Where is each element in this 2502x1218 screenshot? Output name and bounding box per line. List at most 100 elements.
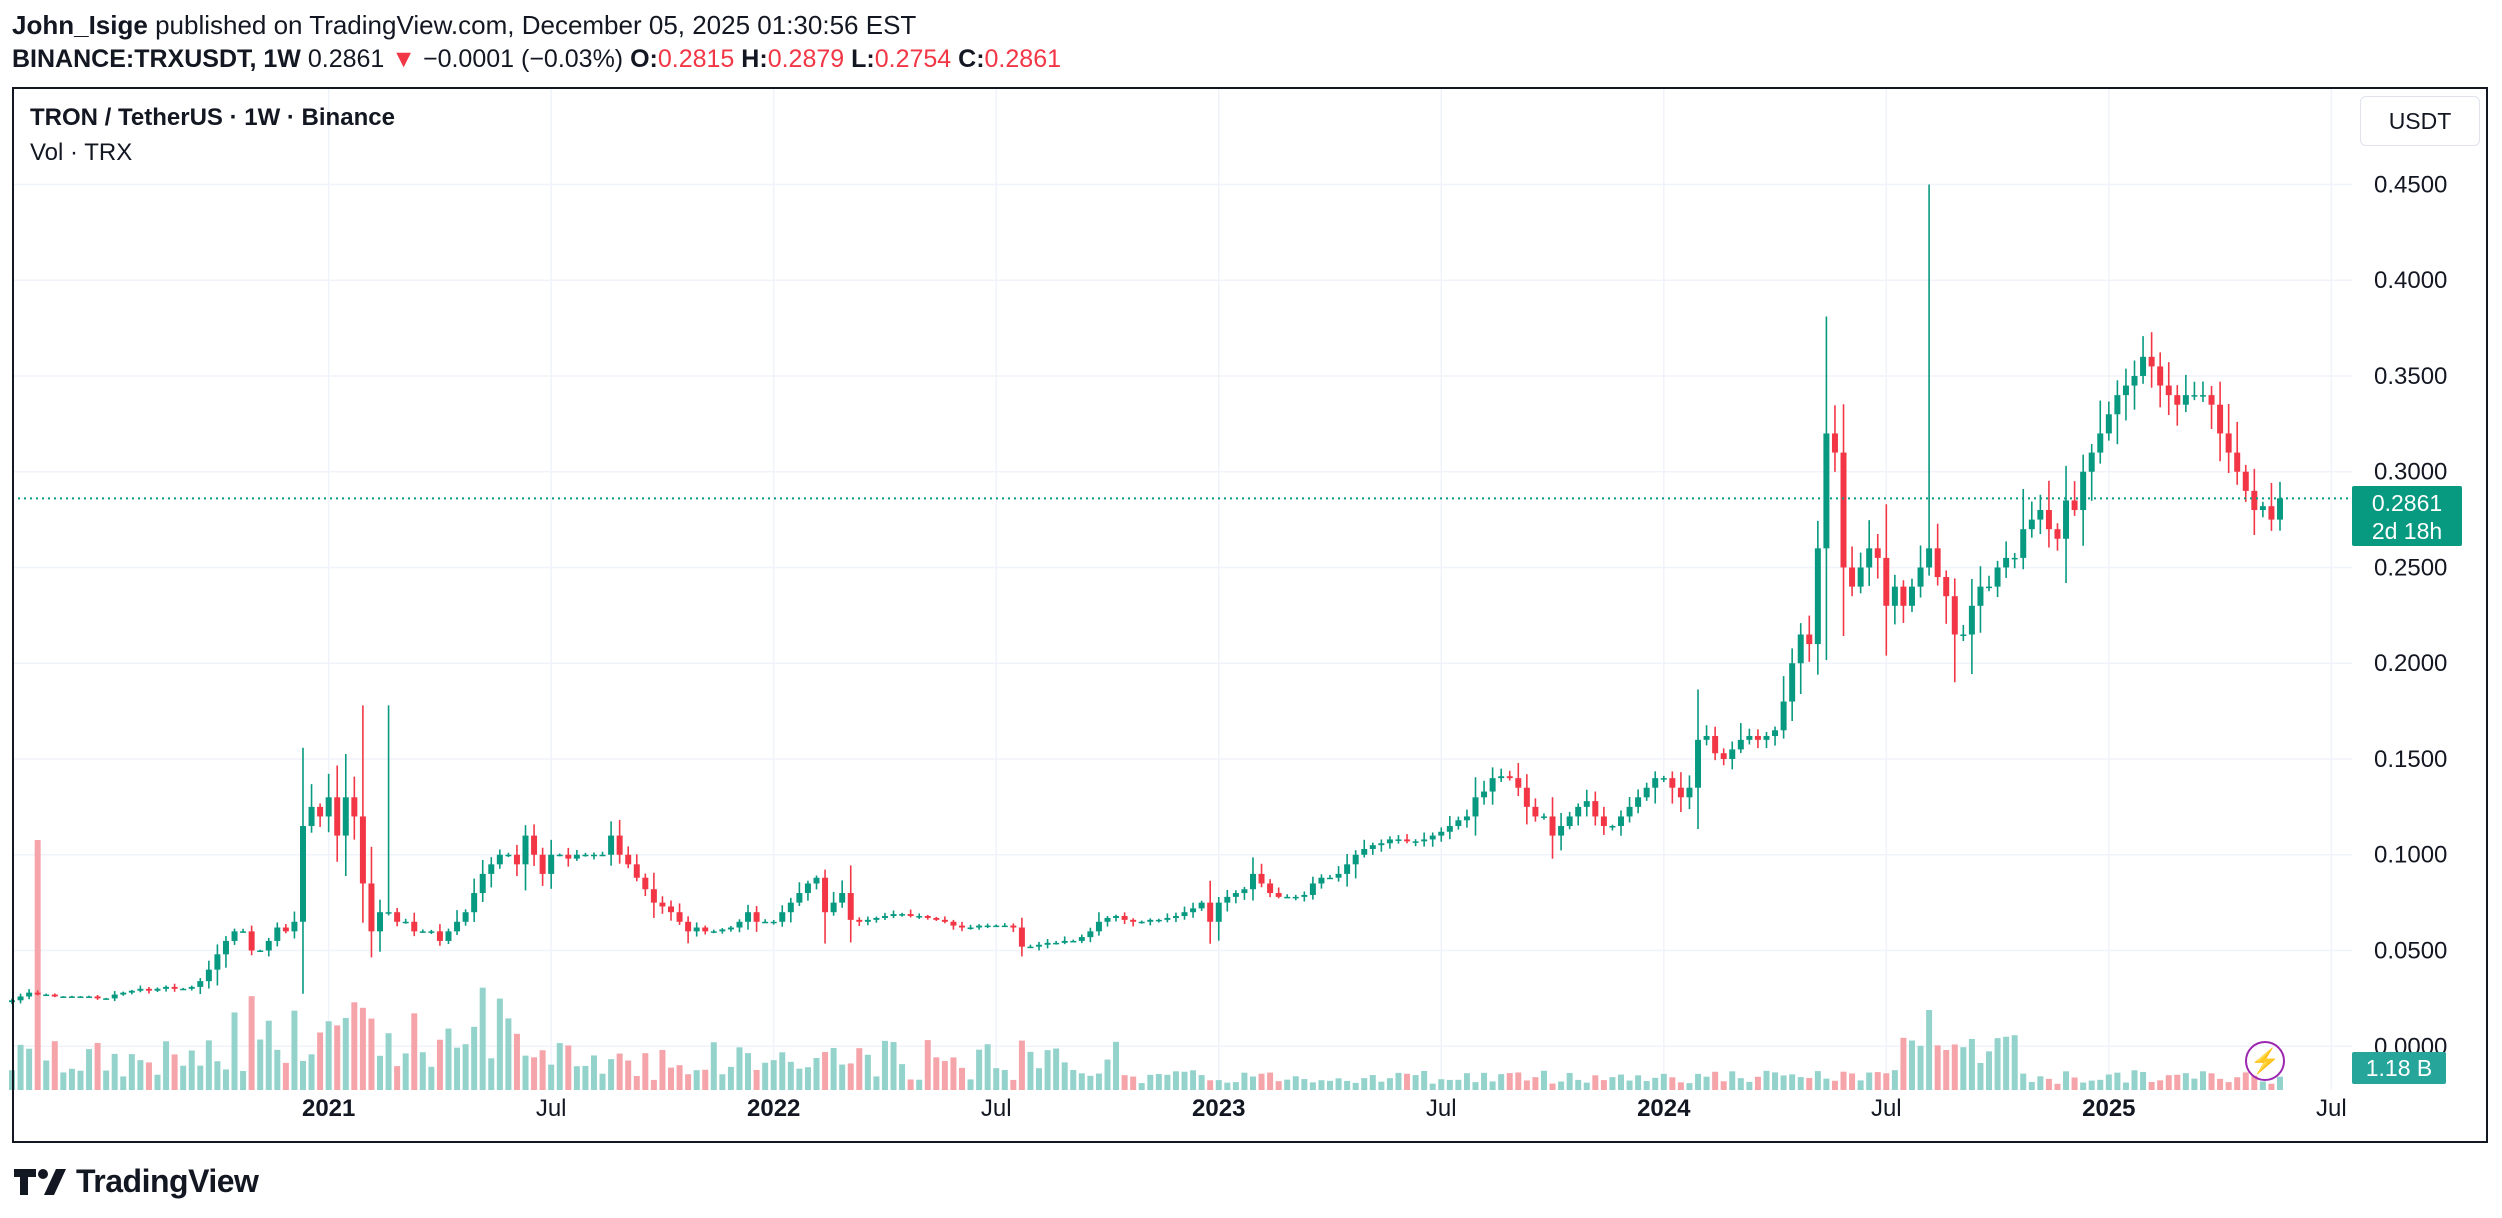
volume-bar <box>428 1066 435 1090</box>
candle-body <box>830 902 837 913</box>
candle-body <box>1429 835 1436 840</box>
candle-body <box>2011 557 2018 560</box>
volume-bar <box>976 1049 983 1090</box>
candle-body <box>265 940 272 951</box>
volume-bar <box>2097 1079 2104 1090</box>
volume-bar <box>1994 1038 2001 1090</box>
candle-body <box>1866 548 1873 568</box>
candle-body <box>1061 940 1068 943</box>
candle-body <box>1001 925 1008 928</box>
volume-bar <box>1352 1082 1359 1090</box>
volume-bar <box>1960 1047 1967 1090</box>
volume-bar <box>1378 1081 1385 1090</box>
candle-body <box>462 912 469 922</box>
volume-bar <box>111 1053 118 1090</box>
volume-bar <box>1806 1077 1813 1090</box>
candle-body <box>2045 510 2052 530</box>
candle-body <box>2071 500 2078 511</box>
candle-body <box>2199 395 2206 397</box>
candle-body <box>1446 826 1453 832</box>
volume-bar <box>1635 1075 1642 1090</box>
candle-body <box>950 921 957 926</box>
candle-body <box>1720 753 1727 759</box>
publish-info: John_Isige published on TradingView.com,… <box>12 8 916 42</box>
volume-bar <box>1224 1082 1231 1090</box>
volume-bar <box>2251 1075 2258 1090</box>
volume-bar <box>1729 1071 1736 1090</box>
candle-body <box>899 914 906 916</box>
currency-button[interactable]: USDT <box>2360 96 2480 146</box>
candle-body <box>1241 889 1248 894</box>
volume-bar <box>436 1039 443 1090</box>
price-change: −0.0001 (−0.03%) <box>422 45 624 73</box>
volume-bar <box>188 1050 195 1090</box>
candle-body <box>924 916 931 918</box>
tradingview-logo[interactable]: TradingView <box>12 1163 259 1200</box>
candle-body <box>590 854 597 857</box>
volume-bar <box>950 1057 957 1090</box>
candle-body <box>394 912 401 922</box>
volume-bar <box>1455 1079 1462 1090</box>
candle-body <box>573 854 580 859</box>
price-axis-label: 0.4000 <box>2374 267 2447 294</box>
candle-body <box>787 902 794 913</box>
volume-bar <box>282 1062 289 1090</box>
volume-bar <box>1737 1078 1744 1090</box>
candle-body <box>1395 839 1402 841</box>
candle-body <box>1943 577 1950 597</box>
candle-body <box>359 816 366 884</box>
volume-bar <box>1121 1075 1128 1090</box>
time-axis-label: 2022 <box>747 1095 800 1122</box>
volume-bar <box>1344 1080 1351 1090</box>
volume-bar <box>1506 1073 1513 1090</box>
candle-body <box>2174 395 2181 405</box>
volume-bars <box>9 840 2283 1090</box>
legend-volume[interactable]: Vol · TRX <box>30 139 133 166</box>
volume-bar <box>993 1068 1000 1090</box>
volume-bar <box>86 1049 93 1090</box>
volume-bar <box>1113 1041 1120 1090</box>
candle-body <box>1797 634 1804 664</box>
candle-body <box>2054 529 2061 539</box>
candle-body <box>804 883 811 894</box>
candle-body <box>94 996 101 999</box>
volume-bar <box>2028 1081 2035 1090</box>
volume-bar <box>513 1033 520 1090</box>
candle-body <box>565 854 572 859</box>
volume-bar <box>377 1055 384 1090</box>
candle-body <box>1301 894 1308 897</box>
tradingview-logo-icon <box>14 1168 66 1195</box>
candle-body <box>1677 787 1684 798</box>
lightning-icon[interactable]: ⚡ <box>2245 1041 2285 1081</box>
candle-body <box>745 912 752 922</box>
volume-bar <box>462 1044 469 1090</box>
candle-body <box>86 996 93 998</box>
candle-body <box>2037 510 2044 520</box>
volume-bar <box>17 1044 24 1090</box>
author-name[interactable]: John_Isige <box>12 10 148 40</box>
volume-bar <box>625 1060 632 1090</box>
candle-body <box>2063 500 2070 539</box>
volume-bar <box>308 1054 315 1090</box>
volume-bar <box>2131 1070 2138 1090</box>
candle-body <box>513 854 520 865</box>
candle-body <box>411 921 418 932</box>
candle-body <box>556 854 563 857</box>
candle-body <box>1198 902 1205 909</box>
candle-body <box>2020 529 2027 558</box>
time-axis-label: Jul <box>1871 1095 1902 1122</box>
candle-body <box>154 988 161 991</box>
legend-title[interactable]: TRON / TetherUS · 1W · Binance <box>30 104 395 131</box>
volume-bar <box>1198 1075 1205 1090</box>
candle-body <box>248 931 255 951</box>
candle-body <box>676 912 683 922</box>
volume-bar <box>1643 1081 1650 1090</box>
candle-body <box>137 988 144 991</box>
candle-body <box>1660 778 1667 780</box>
last-price-tag: 0.2861 2d 18h <box>2352 486 2462 546</box>
candle-body <box>1104 917 1111 922</box>
volume-bar <box>411 1013 418 1090</box>
volume-bar <box>317 1032 324 1090</box>
volume-bar <box>958 1067 965 1090</box>
